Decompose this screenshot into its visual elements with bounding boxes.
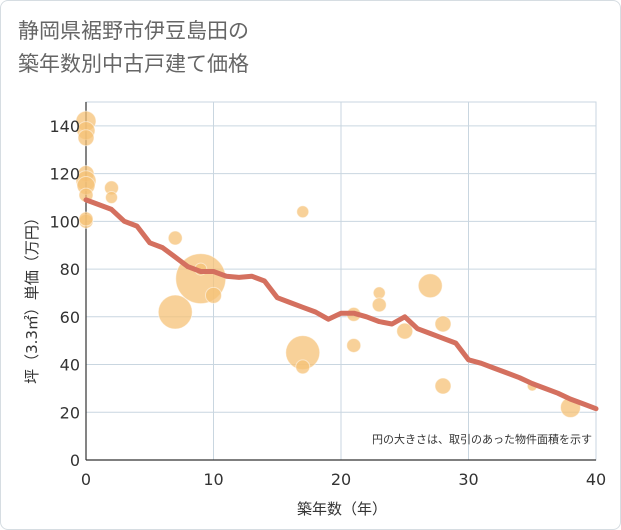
y-tick-label: 140 <box>49 117 80 136</box>
x-tick-label: 0 <box>81 470 91 489</box>
x-tick-label: 10 <box>203 470 223 489</box>
x-tick-label: 20 <box>331 470 351 489</box>
x-axis-title: 築年数（年） <box>297 500 387 518</box>
bubble-size-note: 円の大きさは、取引のあった物件面積を示す <box>372 432 592 446</box>
grid-lines <box>85 101 597 461</box>
data-bubble <box>372 286 386 300</box>
y-tick-label: 0 <box>70 451 80 470</box>
data-bubble <box>396 322 414 340</box>
trend-line-group <box>83 197 599 412</box>
data-bubble <box>77 129 95 147</box>
data-bubble <box>371 297 387 313</box>
data-bubble <box>167 230 183 246</box>
data-bubble <box>346 337 362 353</box>
data-bubble <box>105 190 118 204</box>
y-tick-label: 80 <box>60 260 80 279</box>
y-tick-label: 60 <box>60 308 80 327</box>
x-tick-label: 40 <box>586 470 606 489</box>
chart-title-line-1: 静岡県裾野市伊豆島田の <box>18 19 249 43</box>
y-tick-label: 100 <box>49 212 80 231</box>
data-bubble <box>295 359 311 375</box>
data-bubble <box>157 294 193 330</box>
x-tick-label: 30 <box>458 470 478 489</box>
data-bubble <box>205 286 222 304</box>
y-tick-label: 40 <box>60 356 80 375</box>
data-bubble <box>417 273 443 299</box>
y-tick-label: 20 <box>60 403 80 422</box>
y-axis-title: 坪（3.3㎡）単価（万円） <box>23 210 41 384</box>
y-tick-label: 120 <box>49 165 80 184</box>
data-bubble <box>78 211 94 227</box>
data-bubble <box>434 377 452 395</box>
data-bubble <box>296 205 310 219</box>
data-bubble <box>434 315 452 333</box>
trend-line <box>83 197 599 412</box>
chart-title: 静岡県裾野市伊豆島田の 築年数別中古戸建て価格 <box>18 15 418 81</box>
tick-labels: 0 10 20 30 40 0 20 40 60 80 100 120 140 <box>49 117 606 489</box>
chart-title-line-2: 築年数別中古戸建て価格 <box>18 52 249 76</box>
